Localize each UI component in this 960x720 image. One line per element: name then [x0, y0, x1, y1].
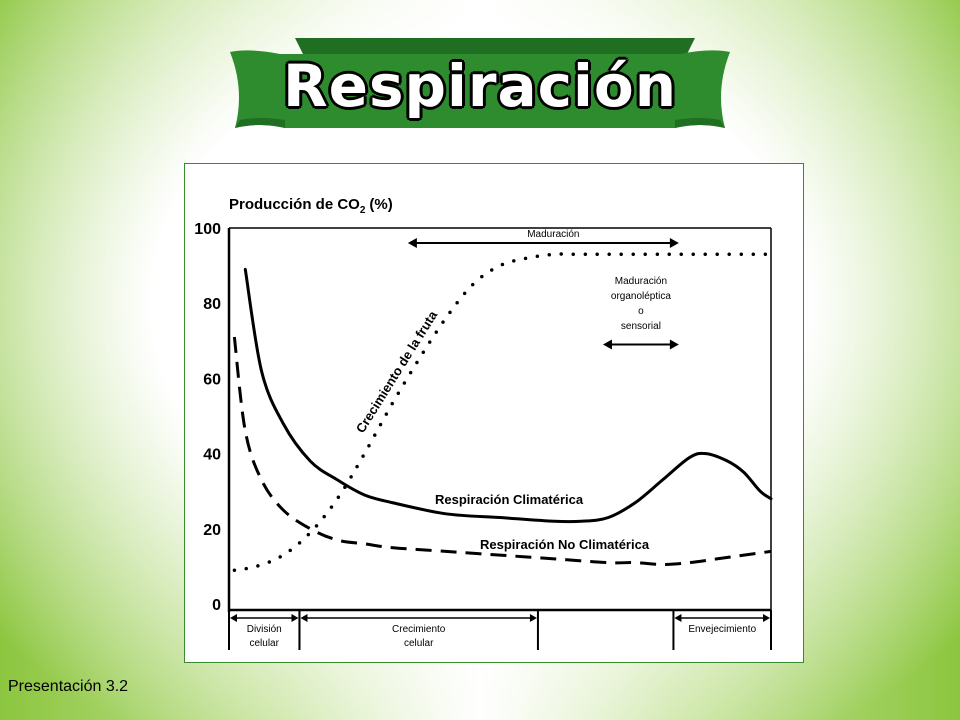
chart-title-unit: (%) [369, 196, 392, 213]
organoleptica-arrow-head-left [602, 339, 612, 350]
stage-label: celular [404, 638, 434, 649]
stage-label: Crecimiento [392, 624, 446, 635]
chart-axes: 0 20 40 60 80 100 [194, 221, 772, 614]
stage-label: Envejecimiento [688, 624, 756, 635]
series-label: Crecimiento de la fruta [353, 308, 441, 436]
maduracion-arrow-head-left [407, 238, 417, 249]
title-banner [230, 38, 730, 128]
chart-stages: División celular Crecimiento celular Envejec… [228, 610, 772, 650]
slide-title: Respiración [282, 52, 678, 120]
banner-back-ribbon [295, 38, 695, 58]
maduracion-label: Maduración [527, 229, 579, 240]
series-line-1 [243, 267, 773, 524]
series-line-3 [232, 252, 773, 572]
stage-label: División [247, 624, 282, 635]
organoleptica-label: sensorial [621, 321, 661, 332]
y-tick-label: 60 [203, 371, 221, 388]
y-tick-label: 40 [203, 447, 221, 464]
chart-annotations: Maduración Maduración organoléptica o sensor… [407, 229, 679, 350]
organoleptica-label: Maduración [615, 276, 667, 287]
series-line-2 [232, 336, 772, 567]
stage-arrow-head [763, 614, 770, 622]
maduracion-arrow-head-right [669, 238, 679, 249]
y-tick-label: 100 [194, 221, 221, 238]
organoleptica-label: organoléptica [611, 291, 671, 302]
stage-arrow-head [300, 614, 308, 622]
stage-arrow-head [674, 614, 682, 622]
chart-title-text: Producción de CO [229, 196, 360, 213]
chart-series: Respiración Climatérica Respiración No Cl… [232, 252, 773, 572]
y-tick-label: 0 [212, 597, 221, 614]
chart-panel: 0 20 40 60 80 100 Respiración Climatérica Resp… [184, 163, 804, 663]
series-label: Respiración Climatérica [435, 492, 584, 507]
stage-arrow-head [529, 614, 537, 622]
presentation-label: Presentación 3.2 [8, 678, 129, 695]
stage-arrow-head [230, 614, 237, 622]
stage-label: celular [249, 638, 279, 649]
chart-title: Producción de CO2 (%) [229, 196, 393, 216]
stage-arrow-head [291, 614, 299, 622]
series-label: Respiración No Climatérica [480, 537, 650, 552]
organoleptica-label: o [638, 306, 644, 317]
chart-title-subscript: 2 [360, 205, 366, 216]
banner-ribbon [230, 50, 730, 128]
y-tick-label: 80 [203, 296, 221, 313]
y-tick-label: 20 [203, 522, 221, 539]
organoleptica-arrow-head-right [669, 339, 679, 350]
